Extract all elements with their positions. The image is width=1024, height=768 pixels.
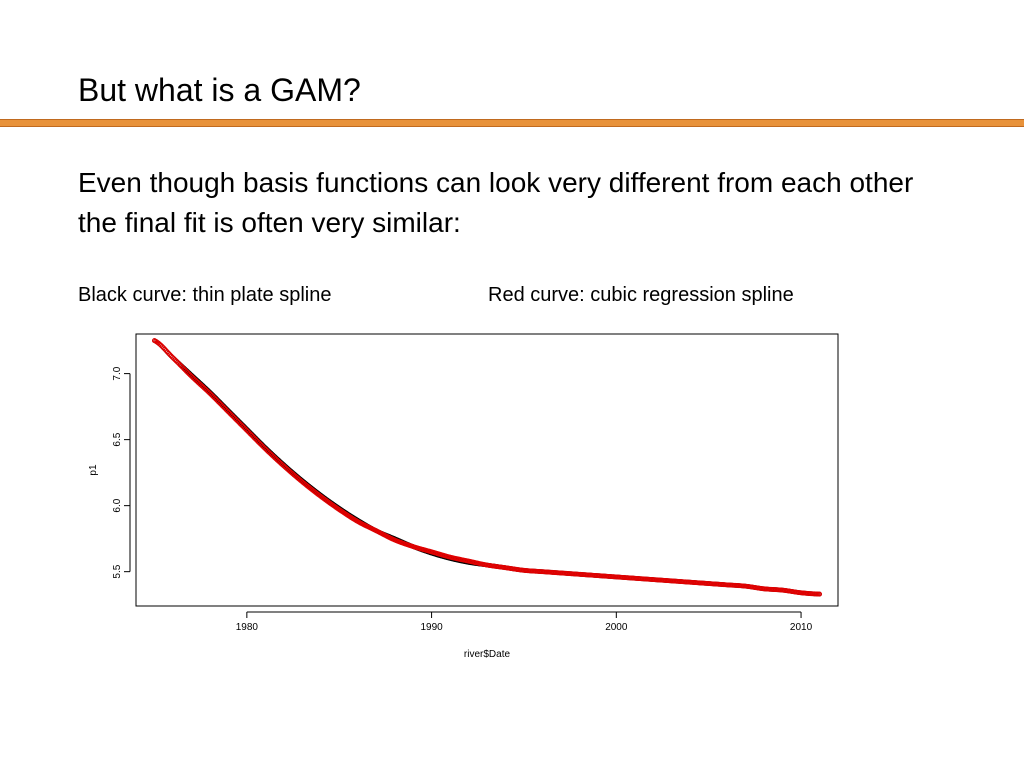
x-axis-label: river$Date <box>464 649 511 660</box>
title-divider <box>0 119 1024 127</box>
x-tick-label: 2010 <box>790 622 813 633</box>
series-cubic-regression-spline <box>152 338 822 597</box>
x-axis: 1980 1990 2000 2010 <box>236 611 813 633</box>
caption-thin-plate-spline: Black curve: thin plate spline <box>78 284 332 306</box>
body-text: Even though basis functions can look ver… <box>78 167 914 238</box>
x-tick-label: 2000 <box>605 622 628 633</box>
fit-comparison-chart: 1980 1990 2000 2010 5.5 6.0 6.5 7.0 river$Date… <box>88 333 839 660</box>
y-axis: 5.5 6.0 6.5 7.0 <box>112 366 131 579</box>
series-thin-plate-spline <box>152 338 822 597</box>
caption-cubic-regression-spline: Red curve: cubic regression spline <box>488 284 794 306</box>
y-tick-label: 6.0 <box>112 498 123 512</box>
plot-frame <box>135 333 839 607</box>
series-layer <box>152 338 822 597</box>
x-tick-label: 1990 <box>420 622 443 633</box>
slide-title: But what is a GAM? <box>78 72 361 108</box>
data-point <box>817 591 822 597</box>
y-axis-label: p1 <box>88 464 99 476</box>
x-tick-label: 1980 <box>236 622 259 633</box>
y-tick-label: 6.5 <box>112 432 123 446</box>
y-tick-label: 5.5 <box>112 564 123 578</box>
y-tick-label: 7.0 <box>112 366 123 380</box>
